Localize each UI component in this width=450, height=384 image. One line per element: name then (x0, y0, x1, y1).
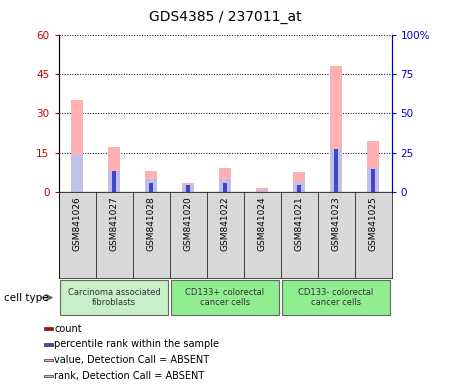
Bar (44, 359, 53, 361)
Bar (297, 185, 301, 192)
Bar (149, 182, 153, 192)
Bar (367, 141, 379, 192)
Text: GSM841020: GSM841020 (184, 196, 193, 251)
Bar (108, 171, 121, 192)
Text: GSM841026: GSM841026 (72, 196, 81, 251)
Bar (367, 169, 379, 192)
Text: GSM841023: GSM841023 (332, 196, 341, 251)
Bar (186, 185, 190, 192)
FancyBboxPatch shape (171, 280, 279, 315)
Text: GSM841028: GSM841028 (147, 196, 156, 251)
Bar (256, 190, 269, 192)
Bar (371, 169, 375, 192)
Bar (44, 375, 53, 377)
Bar (144, 179, 158, 192)
Bar (219, 179, 231, 192)
Bar (71, 154, 84, 192)
Bar (144, 171, 158, 192)
Text: GSM841027: GSM841027 (109, 196, 118, 251)
Text: GSM841024: GSM841024 (257, 196, 266, 251)
Bar (219, 169, 231, 192)
Bar (44, 328, 53, 330)
Text: GSM841022: GSM841022 (220, 196, 230, 251)
FancyBboxPatch shape (60, 280, 168, 315)
Bar (181, 185, 194, 192)
Text: GDS4385 / 237011_at: GDS4385 / 237011_at (148, 10, 302, 24)
Text: GSM841025: GSM841025 (369, 196, 378, 251)
Text: Carcinoma associated
fibroblasts: Carcinoma associated fibroblasts (68, 288, 160, 307)
Bar (71, 100, 84, 192)
Text: rank, Detection Call = ABSENT: rank, Detection Call = ABSENT (54, 371, 204, 381)
Bar (292, 182, 306, 192)
Bar (181, 183, 194, 192)
Bar (112, 171, 116, 192)
Text: GSM841021: GSM841021 (294, 196, 303, 251)
Bar (256, 188, 269, 192)
Bar (292, 172, 306, 192)
Bar (44, 343, 53, 346)
Text: CD133- colorectal
cancer cells: CD133- colorectal cancer cells (298, 288, 374, 307)
Bar (223, 182, 227, 192)
Text: CD133+ colorectal
cancer cells: CD133+ colorectal cancer cells (185, 288, 265, 307)
Text: count: count (54, 324, 81, 334)
Text: cell type: cell type (4, 293, 49, 303)
Bar (329, 66, 342, 192)
FancyBboxPatch shape (282, 280, 390, 315)
Bar (329, 149, 342, 192)
Text: percentile rank within the sample: percentile rank within the sample (54, 339, 219, 349)
Text: value, Detection Call = ABSENT: value, Detection Call = ABSENT (54, 355, 209, 365)
Bar (108, 147, 121, 192)
Bar (334, 149, 338, 192)
